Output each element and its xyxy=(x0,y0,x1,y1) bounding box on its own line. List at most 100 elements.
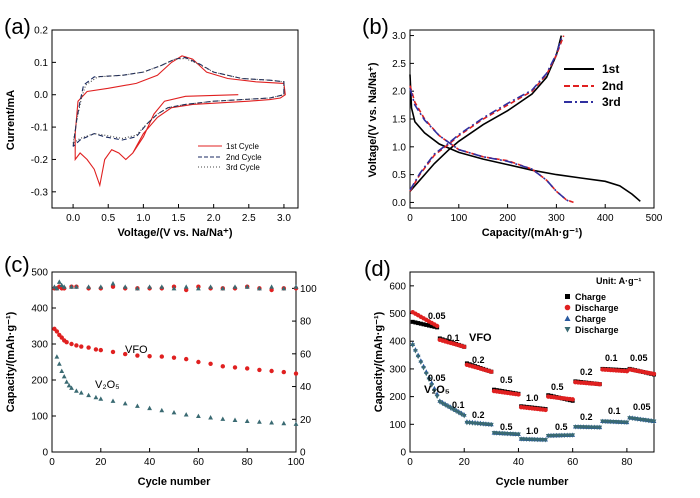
data-point xyxy=(445,404,451,410)
data-point xyxy=(257,419,262,424)
data-point xyxy=(171,285,177,291)
data-point xyxy=(56,361,62,366)
legend-label-1st-cycle: 1st Cycle xyxy=(226,142,259,151)
data-point xyxy=(432,324,437,329)
data-point xyxy=(78,390,84,395)
panel-b-y-axis-label: Voltage/(V vs. Na/Na⁺) xyxy=(367,62,379,177)
data-point xyxy=(208,361,213,366)
data-point xyxy=(110,284,116,289)
data-point xyxy=(410,319,415,324)
data-point xyxy=(543,407,548,413)
y-tick-label: 200 xyxy=(31,376,48,387)
rate-label-vfo-0.05: 0.05 xyxy=(428,311,446,321)
data-point xyxy=(257,367,262,373)
panel-c-y-ticks: 0 100 200 300 400 500 xyxy=(31,268,56,459)
data-point xyxy=(159,354,164,359)
x-tick-label: 1.5 xyxy=(172,213,186,224)
x-tick-label: 60 xyxy=(567,457,579,468)
y-tick-label: 0.1 xyxy=(34,58,48,69)
y-tick-label: -0.1 xyxy=(31,123,49,134)
panel-b: (b) 0 100 200 300 400 500 0.0 0.5 1.0 1.5 2.0 2.5 3… xyxy=(362,14,663,239)
data-point xyxy=(597,425,603,431)
data-point xyxy=(418,360,424,365)
data-point xyxy=(61,374,67,379)
data-point xyxy=(54,285,60,291)
data-point xyxy=(183,284,189,289)
y-tick-label: 200 xyxy=(389,392,406,403)
data-point xyxy=(516,392,521,397)
x-tick-label: 20 xyxy=(95,457,107,468)
y2-tick-label: 100 xyxy=(300,284,317,295)
data-point xyxy=(93,347,99,352)
panel-a-y-ticks: -0.3 -0.2 -0.1 0.0 0.1 0.2 xyxy=(31,26,56,198)
panel-b-frame xyxy=(409,29,655,209)
series-line-cycle-1 xyxy=(74,55,286,188)
rate-label-v2o5-0.05: 0.05 xyxy=(428,373,446,383)
data-point xyxy=(434,323,440,329)
data-point xyxy=(52,284,57,289)
y-tick-label: 0.2 xyxy=(34,26,48,37)
data-point xyxy=(123,351,128,357)
y-tick-label: -0.3 xyxy=(31,187,49,198)
data-point xyxy=(171,410,177,415)
series-line-2nd-charge xyxy=(409,35,565,192)
legend-marker-v2o5-charge xyxy=(564,315,571,321)
data-point xyxy=(269,368,274,374)
data-point xyxy=(110,398,116,403)
panel-b-x-axis-label: Capacity/(mAh·g⁻¹) xyxy=(482,227,583,239)
data-point xyxy=(208,284,213,289)
data-point xyxy=(98,284,104,289)
data-point xyxy=(66,383,72,388)
y-tick-label: 500 xyxy=(31,268,48,279)
series-line-2nd-discharge xyxy=(409,85,574,204)
legend-marker-vfo-discharge xyxy=(564,304,571,311)
rate-label-vfo-1.0: 1.0 xyxy=(526,393,539,403)
data-point xyxy=(434,394,440,400)
rate-label-v2o5-0.5b: 0.5 xyxy=(555,422,568,432)
data-point xyxy=(570,397,575,402)
panel-b-y-ticks: 0.0 0.5 1.0 1.5 2.0 2.5 3.0 xyxy=(392,31,414,209)
panel-a-legend: 1st Cycle 2nd Cycle 3rd Cycle xyxy=(198,142,262,172)
data-point xyxy=(413,349,418,354)
y-tick-label: 0.0 xyxy=(34,90,48,101)
data-point xyxy=(281,369,286,375)
data-point xyxy=(69,284,74,289)
panel-d-y-axis-label: Capacity/(mAh·g⁻¹) xyxy=(373,311,385,412)
panel-c-series xyxy=(52,279,299,426)
data-point xyxy=(220,285,226,291)
data-point xyxy=(110,281,116,286)
y-tick-label: 1.5 xyxy=(392,115,406,126)
legend-label-v2o5-discharge: Discharge xyxy=(575,325,619,335)
panel-d-unit-label: Unit: A·g⁻¹ xyxy=(596,276,641,286)
x-tick-label: 40 xyxy=(144,457,156,468)
rate-label-vfo-0.1b: 0.1 xyxy=(605,353,618,363)
data-point xyxy=(269,284,274,289)
rate-label-v2o5-1.0: 1.0 xyxy=(526,426,539,436)
y-tick-label: 300 xyxy=(31,340,48,351)
x-tick-label: 0.0 xyxy=(66,213,80,224)
legend-label-2nd: 2nd xyxy=(602,79,623,93)
data-point xyxy=(171,355,177,360)
data-point xyxy=(147,354,152,359)
legend-label-2nd-cycle: 2nd Cycle xyxy=(226,153,262,162)
data-point xyxy=(543,438,548,443)
x-tick-label: 0 xyxy=(407,457,413,468)
x-tick-label: 0 xyxy=(407,213,413,224)
data-point xyxy=(74,284,79,289)
y-tick-label: 3.0 xyxy=(392,31,406,42)
panel-c-x-ticks: 0 20 40 60 80 100 xyxy=(49,448,305,468)
panel-c-annotation-v2o5: V₂O₅ xyxy=(95,379,120,391)
panel-d-x-ticks: 0 20 40 60 80 xyxy=(407,448,633,468)
data-point xyxy=(69,385,74,390)
data-point xyxy=(98,396,104,401)
rate-label-vfo-name: VFO xyxy=(469,332,492,344)
data-point xyxy=(488,422,494,428)
y-tick-label: 0.5 xyxy=(392,170,406,181)
panel-d-label: (d) xyxy=(364,256,391,281)
panel-c-y-axis-label: Capacity/(mAh·g⁻¹) xyxy=(5,311,17,412)
data-point xyxy=(597,381,602,387)
data-point xyxy=(516,432,521,437)
data-point xyxy=(432,388,437,394)
legend-label-vfo-charge: Charge xyxy=(575,292,606,302)
data-point xyxy=(462,344,467,349)
